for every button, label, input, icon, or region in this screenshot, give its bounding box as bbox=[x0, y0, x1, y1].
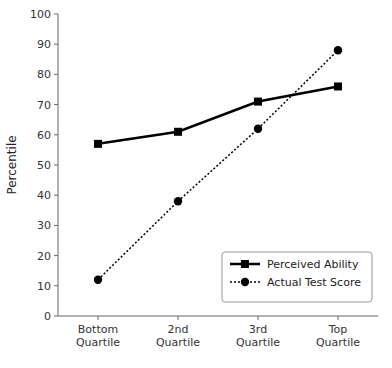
y-tick-label: 50 bbox=[37, 159, 51, 172]
x-axis-line bbox=[58, 316, 378, 317]
y-tick-label: 30 bbox=[37, 219, 51, 232]
y-tick-label: 70 bbox=[37, 99, 51, 112]
y-tick bbox=[54, 104, 58, 105]
y-tick bbox=[54, 134, 58, 135]
y-tick bbox=[54, 165, 58, 166]
y-tick bbox=[54, 195, 58, 196]
y-tick bbox=[54, 225, 58, 226]
legend-label: Actual Test Score bbox=[267, 276, 361, 289]
legend: Perceived Ability Actual Test Score bbox=[222, 252, 372, 302]
series-line bbox=[98, 86, 338, 143]
data-point bbox=[174, 128, 182, 136]
y-tick-label: 10 bbox=[37, 280, 51, 293]
chart-container: 0 10 20 30 40 50 60 70 80 90 100 BottomQuartile 2ndQ… bbox=[0, 0, 392, 368]
x-tick bbox=[178, 316, 179, 320]
y-tick bbox=[54, 74, 58, 75]
x-tick bbox=[98, 316, 99, 320]
y-tick bbox=[54, 44, 58, 45]
y-tick bbox=[54, 255, 58, 256]
y-axis-label: Percentile bbox=[5, 135, 19, 194]
y-tick bbox=[54, 316, 58, 317]
y-tick-label: 40 bbox=[37, 189, 51, 202]
y-tick-label: 20 bbox=[37, 250, 51, 263]
x-tick-label: 3rdQuartile bbox=[236, 323, 280, 349]
data-point bbox=[254, 125, 262, 133]
data-point bbox=[254, 98, 262, 106]
y-tick bbox=[54, 285, 58, 286]
y-tick-label: 60 bbox=[37, 129, 51, 142]
x-tick bbox=[338, 316, 339, 320]
y-tick-label: 80 bbox=[37, 68, 51, 81]
data-point bbox=[334, 82, 342, 90]
x-tick bbox=[258, 316, 259, 320]
x-tick-label: 2ndQuartile bbox=[156, 323, 200, 349]
data-point bbox=[334, 46, 342, 54]
data-point bbox=[94, 140, 102, 148]
legend-marker bbox=[241, 278, 249, 286]
data-point bbox=[174, 197, 182, 205]
chart: 0 10 20 30 40 50 60 70 80 90 100 BottomQuartile 2ndQ… bbox=[0, 0, 392, 368]
legend-marker bbox=[241, 260, 249, 268]
legend-box bbox=[222, 252, 372, 302]
x-tick-label: TopQuartile bbox=[316, 323, 360, 349]
plot-area bbox=[94, 46, 342, 284]
y-tick-label: 0 bbox=[44, 310, 51, 323]
legend-label: Perceived Ability bbox=[267, 258, 359, 271]
y-tick-label: 90 bbox=[37, 38, 51, 51]
y-tick-label: 100 bbox=[30, 8, 51, 21]
data-point bbox=[94, 276, 102, 284]
y-tick bbox=[54, 14, 58, 15]
x-tick-label: BottomQuartile bbox=[76, 323, 120, 349]
series-line bbox=[98, 50, 338, 280]
